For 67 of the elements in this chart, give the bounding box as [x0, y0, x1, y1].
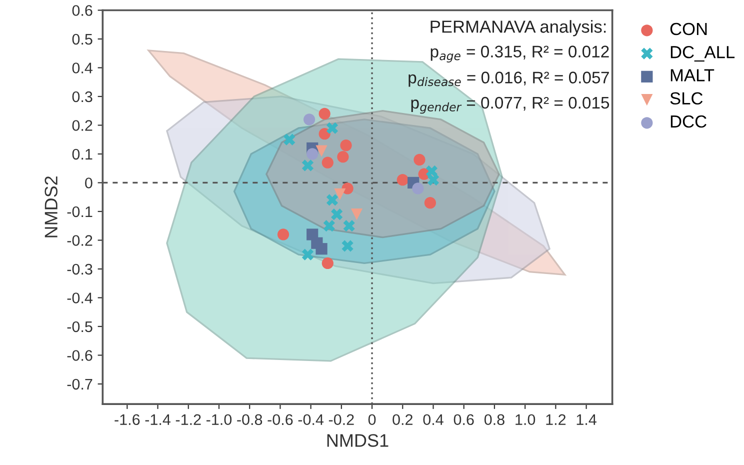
legend-label: SLC — [670, 92, 703, 105]
x-tick-label: -1.0 — [206, 414, 232, 426]
x-tick-label: 0.8 — [484, 414, 504, 426]
x-tick-label: 0 — [368, 414, 376, 426]
x-tick-label: -1.2 — [176, 414, 201, 425]
point — [340, 140, 352, 152]
x-tick-label: -1.4 — [145, 414, 170, 425]
x-tick-label: 1.2 — [546, 414, 566, 425]
point — [323, 220, 335, 232]
x-tick-label: -0.4 — [298, 414, 324, 426]
annotation: p$_{age}$ = 0.315, R² = 0.012 — [430, 46, 609, 62]
point — [306, 148, 318, 160]
y-tick-label: 0.3 — [72, 91, 92, 102]
y-tick-label: 0.5 — [72, 34, 92, 45]
annotation: p$_{gender}$ = 0.077, R² = 0.015 — [411, 96, 610, 114]
y-tick-label: 0.1 — [72, 148, 92, 160]
point — [334, 188, 346, 200]
x-tick-label: 0.4 — [423, 414, 444, 426]
legend-label: MALT — [670, 69, 714, 82]
point — [337, 151, 349, 163]
y-tick-label: -0.6 — [67, 350, 92, 361]
point — [322, 257, 334, 270]
point — [302, 160, 314, 172]
y-tick-label: -0.7 — [67, 378, 92, 390]
point — [322, 156, 334, 168]
x-tick-label: -0.8 — [237, 414, 262, 426]
x-tick-label: 1.0 — [516, 414, 536, 426]
y-tick-label: 0.4 — [72, 62, 93, 74]
point — [326, 194, 338, 206]
x-tick-label: -0.2 — [328, 414, 354, 426]
x-tick-label: 0.2 — [392, 414, 412, 426]
point — [350, 208, 363, 220]
x-tick-label: -1.6 — [114, 414, 140, 426]
point — [316, 243, 328, 255]
point — [343, 220, 355, 232]
point — [302, 248, 314, 260]
point — [303, 114, 316, 126]
point — [412, 182, 424, 194]
x-axis-title: NMDS1 — [327, 434, 388, 447]
annotation: PERMANAVA analysis: — [430, 20, 606, 36]
point — [326, 122, 338, 134]
y-axis-title: NMDS2 — [44, 176, 58, 238]
y-tick-label: -0.2 — [67, 235, 92, 246]
y-tick-label: -0.3 — [67, 264, 92, 275]
legend-label: DCC — [670, 115, 706, 128]
legend-label: CON — [670, 22, 707, 36]
point — [396, 174, 408, 186]
point — [316, 145, 328, 157]
legend-label: DC_ALL — [670, 46, 735, 62]
y-tick-label: 0.6 — [72, 5, 92, 16]
point — [414, 154, 426, 166]
y-tick-label: 0.2 — [72, 120, 92, 131]
x-tick-label: -0.6 — [268, 414, 293, 426]
point — [424, 197, 436, 209]
y-tick-label: -0.1 — [67, 206, 92, 218]
y-tick-label: -0.5 — [67, 321, 92, 332]
x-tick-label: 0.6 — [454, 414, 474, 426]
annotation: p$_{disease}$ = 0.016, R² = 0.057 — [408, 72, 609, 87]
point — [427, 174, 440, 186]
x-tick-label: 1.4 — [576, 414, 596, 425]
point — [284, 134, 296, 146]
y-tick-label: -0.4 — [67, 292, 93, 304]
y-tick-label: 0 — [85, 178, 92, 188]
point — [318, 108, 330, 120]
point — [331, 208, 343, 220]
point — [277, 228, 290, 240]
point — [342, 240, 354, 252]
